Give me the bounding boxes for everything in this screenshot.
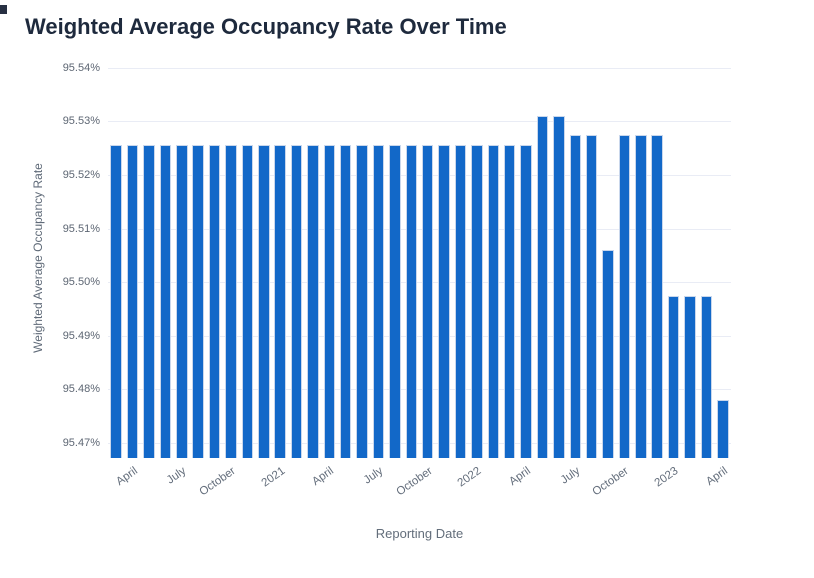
y-tick-label: 95.48% — [62, 383, 100, 396]
x-tick-label: 2022 — [455, 465, 484, 490]
bar-jul-2020[interactable] — [176, 145, 188, 458]
gridline — [108, 67, 731, 69]
bar-feb-2022[interactable] — [487, 145, 500, 458]
y-tick-label: 95.52% — [62, 168, 100, 181]
y-tick-label: 95.50% — [62, 276, 100, 289]
bar-jan-2023[interactable] — [667, 295, 680, 458]
gridline — [108, 389, 731, 391]
bar-aug-2022[interactable] — [585, 134, 598, 458]
bar-may-2020[interactable] — [143, 145, 155, 458]
gridline — [108, 282, 731, 284]
bar-jan-2022[interactable] — [471, 145, 483, 458]
bar-oct-2021[interactable] — [421, 145, 434, 458]
bar-jul-2021[interactable] — [372, 145, 385, 458]
bar-jun-2022[interactable] — [553, 115, 565, 458]
bar-feb-2021[interactable] — [290, 145, 303, 458]
bar-jun-2020[interactable] — [159, 145, 172, 458]
x-tick-label: October — [394, 465, 435, 499]
bar-nov-2021[interactable] — [438, 145, 450, 458]
bar-apr-2021[interactable] — [323, 145, 336, 458]
bar-dec-2022[interactable] — [651, 134, 663, 458]
bar-mar-2023[interactable] — [700, 295, 713, 458]
bar-sep-2020[interactable] — [208, 145, 221, 458]
y-tick-label: 95.54% — [62, 61, 100, 74]
bar-mar-2020[interactable] — [110, 145, 122, 458]
bar-jul-2022[interactable] — [569, 134, 581, 458]
bar-jan-2021[interactable] — [274, 145, 286, 458]
bar-dec-2021[interactable] — [454, 145, 467, 458]
x-tick-label: July — [361, 465, 386, 487]
x-tick-label: April — [113, 465, 140, 489]
x-tick-label: April — [310, 465, 337, 489]
bar-feb-2023[interactable] — [684, 295, 696, 458]
y-tick-label: 95.51% — [62, 222, 100, 235]
x-tick-label: April — [507, 465, 533, 489]
x-tick-label: October — [590, 465, 632, 499]
bar-oct-2022[interactable] — [618, 134, 631, 458]
x-tick-label: April — [703, 465, 730, 489]
x-tick-label: October — [197, 465, 238, 499]
x-tick-label: July — [558, 465, 583, 487]
gridline — [108, 335, 731, 337]
bar-mar-2022[interactable] — [503, 145, 516, 458]
bar-dec-2020[interactable] — [258, 145, 270, 458]
y-tick-label: 95.49% — [62, 329, 100, 342]
y-axis-title: Weighted Average Occupancy Rate — [31, 163, 45, 353]
x-tick-label: July — [165, 465, 189, 487]
x-tick-label: 2023 — [652, 465, 681, 490]
chart-title: Weighted Average Occupancy Rate Over Tim… — [25, 14, 507, 39]
bar-apr-2023[interactable] — [717, 400, 729, 458]
bar-apr-2020[interactable] — [126, 145, 139, 458]
gridline — [108, 228, 731, 230]
gridline — [108, 121, 731, 123]
bar-nov-2020[interactable] — [241, 145, 254, 458]
x-tick-label: 2021 — [259, 465, 287, 490]
gridline — [108, 443, 731, 444]
gridline — [108, 174, 731, 176]
bar-sep-2022[interactable] — [602, 250, 614, 458]
bar-nov-2022[interactable] — [635, 134, 647, 458]
y-tick-label: 95.53% — [62, 115, 100, 128]
plot-area — [108, 65, 731, 458]
bar-aug-2020[interactable] — [192, 145, 204, 458]
x-axis-title: Reporting Date — [375, 526, 464, 541]
edge-artifact — [0, 5, 7, 14]
bar-sep-2021[interactable] — [405, 145, 418, 458]
bar-may-2022[interactable] — [536, 115, 549, 458]
bar-may-2021[interactable] — [339, 145, 352, 458]
y-tick-label: 95.47% — [62, 437, 100, 449]
bar-jun-2021[interactable] — [356, 145, 368, 458]
bar-oct-2020[interactable] — [225, 145, 237, 458]
bar-aug-2021[interactable] — [389, 145, 401, 458]
bar-apr-2022[interactable] — [520, 145, 532, 458]
bar-mar-2021[interactable] — [307, 145, 319, 458]
